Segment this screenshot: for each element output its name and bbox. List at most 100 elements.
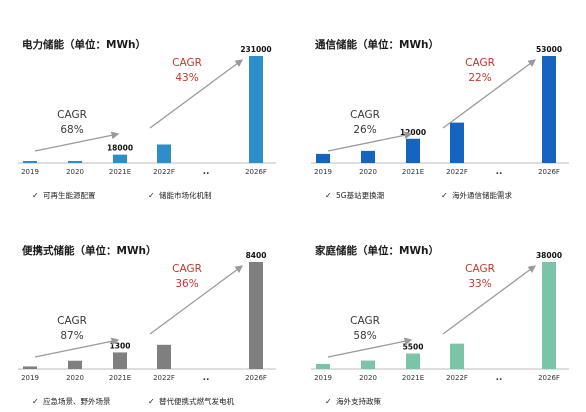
bar-2020 bbox=[68, 360, 82, 369]
tick-label-2021E: 2021E bbox=[109, 168, 131, 176]
cagr-value-late: 43% bbox=[175, 72, 198, 84]
cagr-label-early: CAGR bbox=[57, 109, 87, 121]
cagr-label-late: CAGR bbox=[465, 57, 495, 69]
axis-break-dots: .. bbox=[496, 373, 503, 383]
data-label-2026F: 53000 bbox=[536, 45, 562, 54]
tick-label-2021E: 2021E bbox=[109, 374, 131, 382]
bar-2022F bbox=[157, 344, 171, 369]
cagr-arrow-early bbox=[34, 337, 120, 358]
driver-note-1: 可再生能源配置 bbox=[43, 190, 96, 200]
check-icon: ✓ bbox=[148, 397, 155, 406]
cagr-arrow-late bbox=[442, 265, 537, 335]
data-label-2026F: 231000 bbox=[240, 45, 271, 54]
cagr-arrow-early bbox=[34, 131, 120, 152]
cagr-label-late: CAGR bbox=[172, 57, 202, 69]
tick-label-2020: 2020 bbox=[359, 374, 377, 382]
tick-label-2026F: 2026F bbox=[538, 168, 560, 176]
cagr-label-early: CAGR bbox=[57, 315, 87, 327]
cagr-value-early: 26% bbox=[353, 124, 376, 136]
check-icon: ✓ bbox=[325, 191, 332, 200]
cagr-label-early: CAGR bbox=[350, 315, 380, 327]
bar-2020 bbox=[68, 161, 82, 163]
chart-title: 通信储能（单位：MWh） bbox=[315, 38, 439, 51]
cagr-value-early: 68% bbox=[60, 124, 83, 136]
chart-portable-storage: 便携式储能（单位：MWh） 2019 2020 1300 2021E 2022F .. 840… bbox=[18, 244, 276, 406]
bar-2026F bbox=[249, 262, 263, 369]
bar-2021E bbox=[406, 138, 420, 163]
driver-note-2: 替代便携式燃气发电机 bbox=[159, 396, 234, 406]
tick-label-2020: 2020 bbox=[66, 168, 84, 176]
tick-label-2020: 2020 bbox=[359, 168, 377, 176]
panel-home-storage: 家庭储能（单位：MWh） 2019 2020 5500 2021E 2022F.. 3800… bbox=[293, 206, 586, 412]
check-icon: ✓ bbox=[32, 191, 39, 200]
bar-2022F bbox=[157, 144, 171, 163]
driver-note-1: 5G基站更换潮 bbox=[336, 190, 384, 200]
tick-label-2022F: 2022F bbox=[446, 168, 468, 176]
bar-2026F bbox=[249, 56, 263, 163]
bar-2026F bbox=[542, 56, 556, 163]
chart-telecom-storage: 通信储能（单位：MWh） 2019 2020 12000 2021E 2022F .. 530… bbox=[311, 38, 569, 200]
bar-2021E bbox=[406, 353, 420, 369]
axis-break-dots: .. bbox=[203, 373, 210, 383]
cagr-arrow-late bbox=[442, 59, 537, 129]
tick-label-2022F: 2022F bbox=[446, 374, 468, 382]
check-icon: ✓ bbox=[325, 397, 332, 406]
cagr-label-late: CAGR bbox=[465, 263, 495, 275]
cagr-value-late: 22% bbox=[468, 72, 491, 84]
driver-note-1: 海外支持政策 bbox=[336, 396, 381, 406]
tick-label-2019: 2019 bbox=[21, 168, 39, 176]
bar-2020 bbox=[361, 360, 375, 369]
panel-portable-storage: 便携式储能（单位：MWh） 2019 2020 1300 2021E 2022F.. 840… bbox=[0, 206, 293, 412]
bar-2019 bbox=[23, 366, 37, 369]
tick-label-2026F: 2026F bbox=[245, 168, 267, 176]
tick-label-2022F: 2022F bbox=[153, 374, 175, 382]
check-icon: ✓ bbox=[441, 191, 448, 200]
bar-2022F bbox=[450, 122, 464, 163]
cagr-arrow-early bbox=[327, 131, 413, 152]
tick-label-2021E: 2021E bbox=[402, 168, 424, 176]
bar-2020 bbox=[361, 150, 375, 163]
driver-note-2: 储能市场化机制 bbox=[159, 190, 212, 200]
panel-telecom-storage: 通信储能（单位：MWh） 2019 2020 12000 2021E 2022F.. 530… bbox=[293, 0, 586, 206]
cagr-arrow-late bbox=[149, 59, 244, 129]
tick-label-2021E: 2021E bbox=[402, 374, 424, 382]
axis-break-dots: .. bbox=[496, 167, 503, 177]
panel-power-storage: 电力储能（单位：MWh） 2019 2020 18000 2021E 2022F.. 231… bbox=[0, 0, 293, 206]
tick-label-2020: 2020 bbox=[66, 374, 84, 382]
cagr-arrow-late bbox=[149, 265, 244, 335]
data-label-2021E: 18000 bbox=[107, 144, 133, 153]
bar-2019 bbox=[316, 153, 330, 163]
bar-2021E bbox=[113, 154, 127, 163]
chart-title: 家庭储能（单位：MWh） bbox=[315, 244, 439, 257]
cagr-value-late: 33% bbox=[468, 278, 491, 290]
data-label-2026F: 38000 bbox=[536, 251, 562, 260]
chart-power-storage: 电力储能（单位：MWh） 2019 2020 18000 2021E 2022F .. 231… bbox=[18, 38, 276, 200]
data-label-2026F: 8400 bbox=[246, 251, 267, 260]
axis-break-dots: .. bbox=[203, 167, 210, 177]
tick-label-2019: 2019 bbox=[21, 374, 39, 382]
driver-note-1: 应急场景、野外场景 bbox=[43, 396, 111, 406]
tick-label-2026F: 2026F bbox=[538, 374, 560, 382]
cagr-value-early: 58% bbox=[353, 330, 376, 342]
cagr-value-late: 36% bbox=[175, 278, 198, 290]
data-label-2021E: 12000 bbox=[400, 128, 426, 137]
bar-2021E bbox=[113, 352, 127, 369]
cagr-arrow-early bbox=[327, 337, 413, 358]
bar-2022F bbox=[450, 343, 464, 369]
tick-label-2019: 2019 bbox=[314, 374, 332, 382]
cagr-value-early: 87% bbox=[60, 330, 83, 342]
bar-2019 bbox=[23, 161, 37, 163]
data-label-2021E: 1300 bbox=[110, 341, 131, 350]
bar-2019 bbox=[316, 363, 330, 369]
chart-title: 电力储能（单位：MWh） bbox=[22, 38, 146, 51]
chart-title: 便携式储能（单位：MWh） bbox=[22, 244, 157, 257]
driver-note-2: 海外通信储能需求 bbox=[452, 190, 512, 200]
check-icon: ✓ bbox=[32, 397, 39, 406]
cagr-label-early: CAGR bbox=[350, 109, 380, 121]
tick-label-2022F: 2022F bbox=[153, 168, 175, 176]
tick-label-2026F: 2026F bbox=[245, 374, 267, 382]
bar-2026F bbox=[542, 262, 556, 369]
check-icon: ✓ bbox=[148, 191, 155, 200]
cagr-label-late: CAGR bbox=[172, 263, 202, 275]
tick-label-2019: 2019 bbox=[314, 168, 332, 176]
